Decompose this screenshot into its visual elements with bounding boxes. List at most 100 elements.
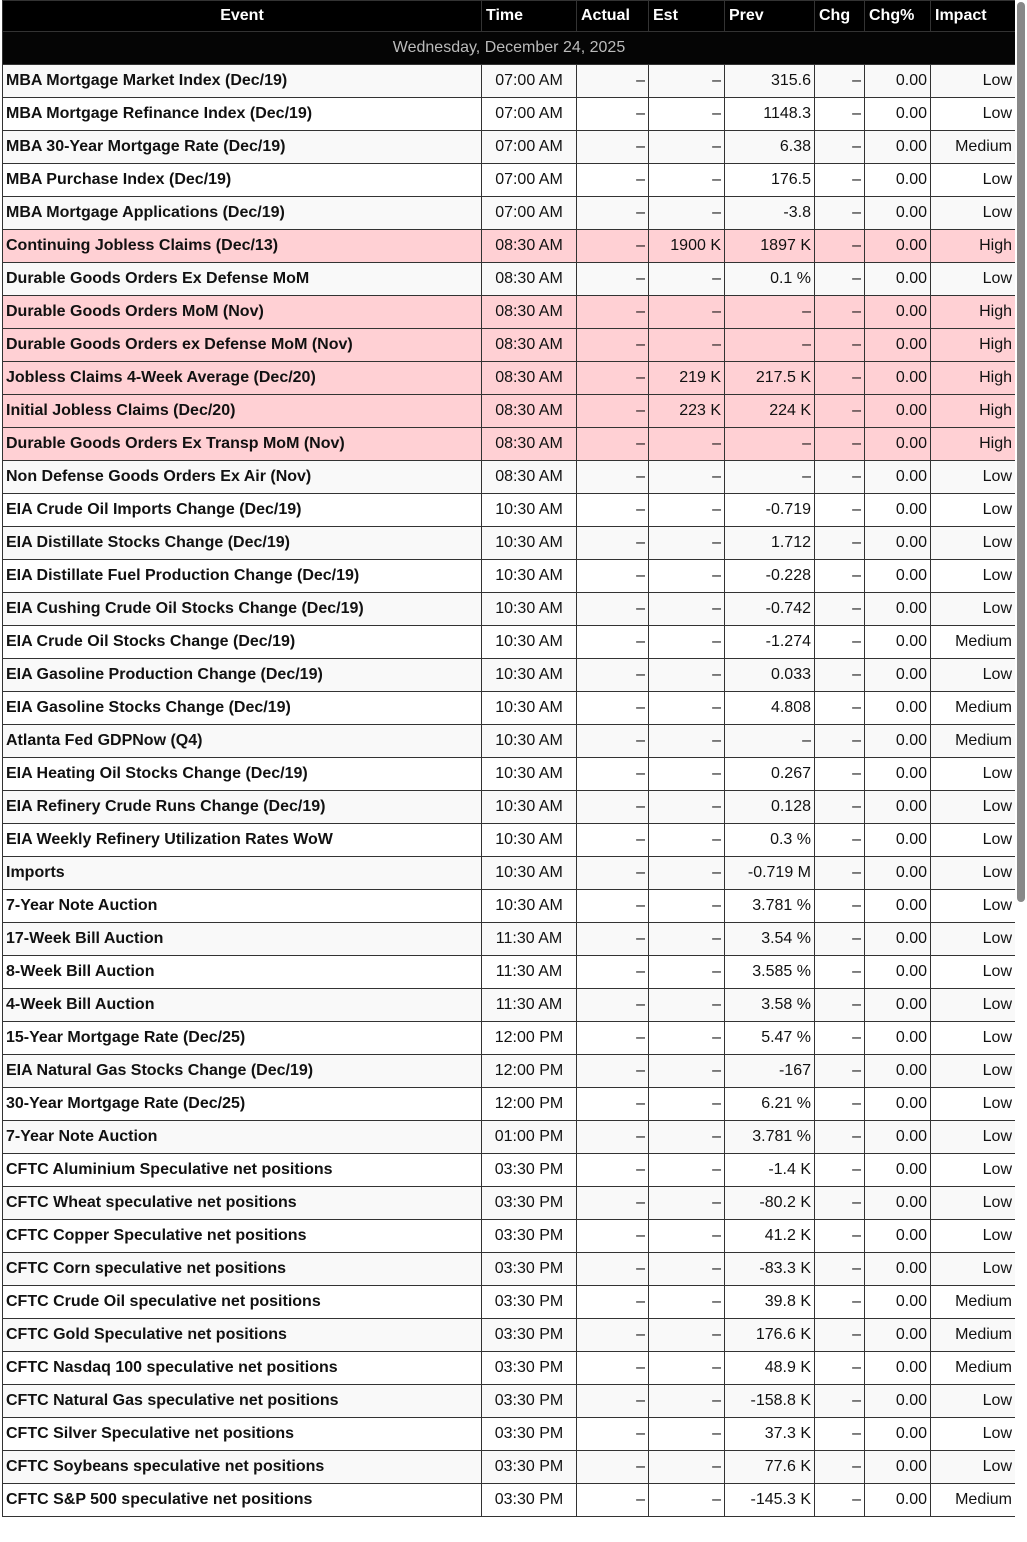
scrollbar-thumb[interactable] [1017, 2, 1025, 902]
table-row[interactable]: Durable Goods Orders Ex Transp MoM (Nov)… [2, 427, 1016, 461]
cell-actual: – [576, 1021, 649, 1055]
cell-actual: – [576, 97, 649, 131]
cell-impact: Medium [930, 1285, 1016, 1319]
cell-event: EIA Crude Oil Imports Change (Dec/19) [2, 493, 482, 527]
col-prev[interactable]: Prev [724, 0, 815, 32]
col-event[interactable]: Event [2, 0, 482, 32]
cell-chg-pct: 0.00 [864, 262, 931, 296]
cell-prev: 41.2 K [724, 1219, 815, 1253]
cell-chg: – [814, 262, 865, 296]
table-row[interactable]: Imports 10:30 AM – – -0.719 M –0.00 Low [2, 856, 1016, 890]
table-row[interactable]: Jobless Claims 4-Week Average (Dec/20) 08… [2, 361, 1016, 395]
table-row[interactable]: Durable Goods Orders MoM (Nov) 08:30 AM – –… [2, 295, 1016, 329]
cell-event: Durable Goods Orders Ex Defense MoM [2, 262, 482, 296]
cell-est: – [648, 1153, 725, 1187]
cell-time: 03:30 PM [481, 1219, 577, 1253]
cell-actual: – [576, 625, 649, 659]
cell-est: – [648, 823, 725, 857]
table-row[interactable]: EIA Crude Oil Imports Change (Dec/19) 10:… [2, 493, 1016, 527]
cell-time: 08:30 AM [481, 328, 577, 362]
cell-time: 03:30 PM [481, 1384, 577, 1418]
table-row[interactable]: 17-Week Bill Auction 11:30 AM – –3.54 % –0.0… [2, 922, 1016, 956]
cell-prev: 6.21 % [724, 1087, 815, 1121]
cell-chg: – [814, 196, 865, 230]
cell-chg-pct: 0.00 [864, 988, 931, 1022]
col-impact[interactable]: Impact [930, 0, 1016, 32]
table-row[interactable]: CFTC Soybeans speculative net positions 0… [2, 1450, 1016, 1484]
table-row[interactable]: EIA Gasoline Production Change (Dec/19) 1… [2, 658, 1016, 692]
cell-chg: – [814, 592, 865, 626]
table-row[interactable]: CFTC Crude Oil speculative net positions… [2, 1285, 1016, 1319]
table-row[interactable]: Atlanta Fed GDPNow (Q4) 10:30 AM – – – –0.00 M… [2, 724, 1016, 758]
table-row[interactable]: MBA Mortgage Market Index (Dec/19) 07:00 … [2, 64, 1016, 98]
col-est[interactable]: Est [648, 0, 725, 32]
cell-event: Initial Jobless Claims (Dec/20) [2, 394, 482, 428]
col-actual[interactable]: Actual [576, 0, 649, 32]
table-row[interactable]: MBA 30-Year Mortgage Rate (Dec/19) 07:00 … [2, 130, 1016, 164]
table-row[interactable]: Initial Jobless Claims (Dec/20) 08:30 AM –… [2, 394, 1016, 428]
date-label: Wednesday, December 24, 2025 [2, 31, 1016, 65]
table-row[interactable]: EIA Refinery Crude Runs Change (Dec/19) 1… [2, 790, 1016, 824]
table-row[interactable]: EIA Natural Gas Stocks Change (Dec/19) 12… [2, 1054, 1016, 1088]
cell-prev: -1.4 K [724, 1153, 815, 1187]
table-row[interactable]: Durable Goods Orders Ex Defense MoM 08:30… [2, 262, 1016, 296]
cell-chg: – [814, 988, 865, 1022]
cell-event: CFTC Aluminium Speculative net positions [2, 1153, 482, 1187]
table-row[interactable]: CFTC Aluminium Speculative net positions… [2, 1153, 1016, 1187]
cell-actual: – [576, 1450, 649, 1484]
scrollbar[interactable] [1015, 0, 1027, 1542]
table-row[interactable]: CFTC Corn speculative net positions 03:30… [2, 1252, 1016, 1286]
cell-chg-pct: 0.00 [864, 658, 931, 692]
cell-event: CFTC Nasdaq 100 speculative net position… [2, 1351, 482, 1385]
cell-event: MBA Mortgage Market Index (Dec/19) [2, 64, 482, 98]
table-row[interactable]: CFTC Copper Speculative net positions 03:… [2, 1219, 1016, 1253]
table-row[interactable]: 7-Year Note Auction 01:00 PM – –3.781 % –0.0… [2, 1120, 1016, 1154]
cell-event: Non Defense Goods Orders Ex Air (Nov) [2, 460, 482, 494]
table-row[interactable]: CFTC S&P 500 speculative net positions 03… [2, 1483, 1016, 1517]
col-time[interactable]: Time [481, 0, 577, 32]
cell-prev: 3.54 % [724, 922, 815, 956]
cell-chg-pct: 0.00 [864, 691, 931, 725]
table-row[interactable]: EIA Cushing Crude Oil Stocks Change (Dec… [2, 592, 1016, 626]
cell-chg-pct: 0.00 [864, 196, 931, 230]
table-row[interactable]: MBA Mortgage Applications (Dec/19) 07:00 … [2, 196, 1016, 230]
table-row[interactable]: EIA Distillate Stocks Change (Dec/19) 10:… [2, 526, 1016, 560]
table-row[interactable]: EIA Crude Oil Stocks Change (Dec/19) 10:3… [2, 625, 1016, 659]
table-row[interactable]: MBA Purchase Index (Dec/19) 07:00 AM – –176… [2, 163, 1016, 197]
cell-est: – [648, 724, 725, 758]
cell-prev: -80.2 K [724, 1186, 815, 1220]
table-row[interactable]: CFTC Wheat speculative net positions 03:3… [2, 1186, 1016, 1220]
table-row[interactable]: CFTC Nasdaq 100 speculative net position… [2, 1351, 1016, 1385]
table-row[interactable]: CFTC Gold Speculative net positions 03:30… [2, 1318, 1016, 1352]
cell-chg: – [814, 724, 865, 758]
table-row[interactable]: 8-Week Bill Auction 11:30 AM – –3.585 % –0.0… [2, 955, 1016, 989]
cell-est: – [648, 1054, 725, 1088]
col-chg-pct[interactable]: Chg% [864, 0, 931, 32]
table-row[interactable]: EIA Weekly Refinery Utilization Rates Wo… [2, 823, 1016, 857]
cell-prev: – [724, 295, 815, 329]
cell-est: – [648, 625, 725, 659]
table-row[interactable]: 30-Year Mortgage Rate (Dec/25) 12:00 PM – –… [2, 1087, 1016, 1121]
table-row[interactable]: Non Defense Goods Orders Ex Air (Nov) 08:… [2, 460, 1016, 494]
cell-event: EIA Crude Oil Stocks Change (Dec/19) [2, 625, 482, 659]
table-row[interactable]: Continuing Jobless Claims (Dec/13) 08:30 … [2, 229, 1016, 263]
table-row[interactable]: MBA Mortgage Refinance Index (Dec/19) 07:… [2, 97, 1016, 131]
cell-chg-pct: 0.00 [864, 1219, 931, 1253]
table-row[interactable]: CFTC Natural Gas speculative net positio… [2, 1384, 1016, 1418]
cell-actual: – [576, 1417, 649, 1451]
cell-prev: -0.719 [724, 493, 815, 527]
cell-actual: – [576, 1252, 649, 1286]
table-row[interactable]: CFTC Silver Speculative net positions 03:… [2, 1417, 1016, 1451]
cell-actual: – [576, 592, 649, 626]
table-row[interactable]: EIA Gasoline Stocks Change (Dec/19) 10:30… [2, 691, 1016, 725]
table-row[interactable]: Durable Goods Orders ex Defense MoM (Nov… [2, 328, 1016, 362]
table-row[interactable]: EIA Distillate Fuel Production Change (D… [2, 559, 1016, 593]
cell-actual: – [576, 889, 649, 923]
cell-actual: – [576, 1120, 649, 1154]
table-row[interactable]: 7-Year Note Auction 10:30 AM – –3.781 % –0.0… [2, 889, 1016, 923]
cell-est: – [648, 1318, 725, 1352]
table-row[interactable]: EIA Heating Oil Stocks Change (Dec/19) 10… [2, 757, 1016, 791]
table-row[interactable]: 15-Year Mortgage Rate (Dec/25) 12:00 PM – –… [2, 1021, 1016, 1055]
table-row[interactable]: 4-Week Bill Auction 11:30 AM – –3.58 % –0.00… [2, 988, 1016, 1022]
col-chg[interactable]: Chg [814, 0, 865, 32]
